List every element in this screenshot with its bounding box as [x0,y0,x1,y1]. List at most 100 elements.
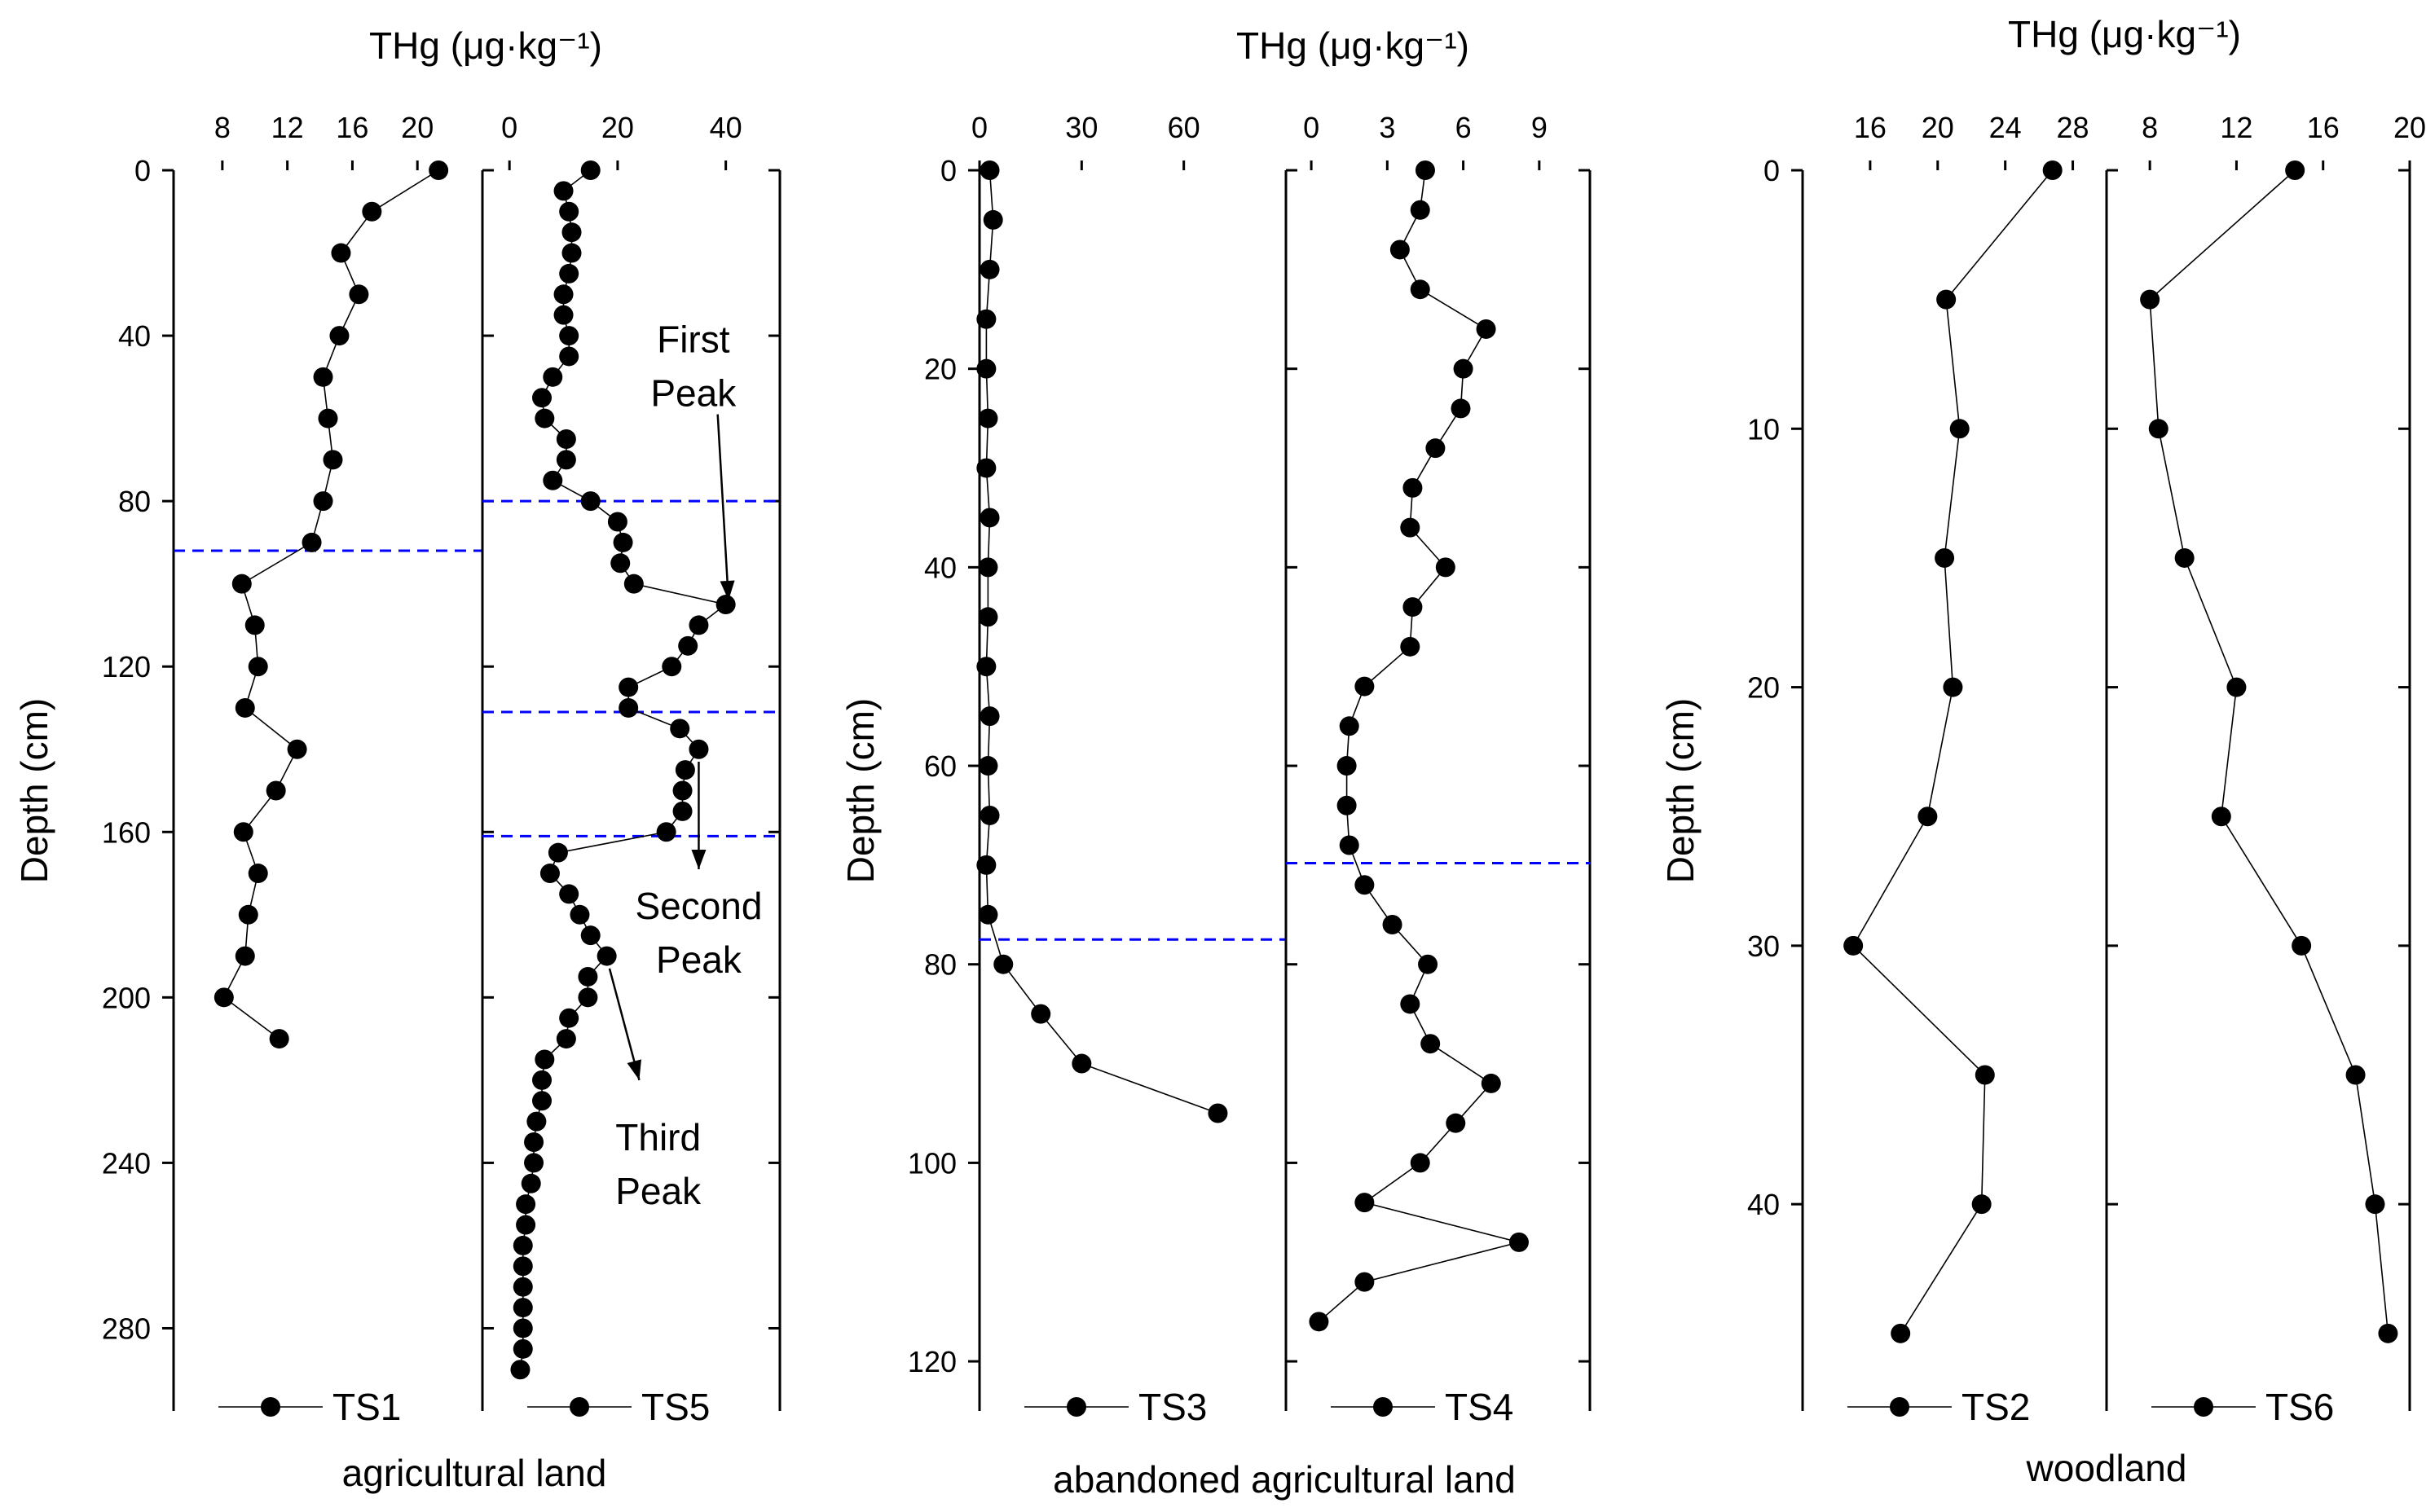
data-point [1309,1312,1329,1332]
data-point [329,326,350,346]
data-point [1410,279,1430,300]
data-point [1420,1034,1441,1054]
data-point [1072,1053,1092,1074]
data-point [980,706,1000,727]
data-point [678,635,698,656]
data-point [516,1194,536,1215]
x-tick-label: 16 [336,111,368,144]
data-point [1481,1073,1501,1093]
data-point [559,884,579,904]
data-point [1917,807,1938,827]
data-point [331,243,351,263]
annotation-text: First [657,318,730,360]
x-tick-label: 12 [271,111,304,144]
x-tick-label: 40 [710,111,742,144]
data-point [978,557,998,578]
chart-group-woodland: woodland Depth (cm) 16 20 24 28 0 10 20 30 40 TS2 TH… [1659,13,2426,1489]
data-point [980,259,1000,279]
annotation-text: Peak [615,1170,702,1212]
data-point [532,1070,552,1090]
data-point [689,739,709,759]
data-point [532,1091,552,1111]
data-point [556,1029,576,1049]
data-point [976,358,997,379]
data-point [238,904,258,925]
x-axis-title: THg (μg·kg⁻¹) [2008,13,2241,55]
data-point [1031,1004,1051,1024]
x-tick-label: 16 [1854,111,1887,144]
y-tick-label: 200 [102,981,151,1014]
legend-ts2: TS2 [1847,1386,2030,1428]
data-point [1354,875,1375,895]
legend-marker [570,1397,589,1417]
data-point [980,508,1000,528]
data-point [556,450,576,470]
data-point [535,1049,555,1070]
x-tick-label: 20 [601,111,634,144]
legend-ts3: TS3 [1024,1386,1207,1428]
data-point [2042,160,2063,180]
data-point [1415,160,1435,180]
legend-label: TS6 [2265,1386,2334,1428]
data-point [980,160,1000,180]
data-point [1339,716,1359,736]
data-point [1508,1232,1529,1252]
data-point [556,429,576,449]
data-point [543,367,563,387]
annotation-text: Third [615,1116,701,1158]
data-point [976,855,997,875]
data-point [553,284,574,305]
data-point [672,780,693,801]
data-point [2365,1194,2385,1215]
legend-marker [1890,1397,1909,1417]
data-point [1336,795,1357,815]
y-tick-label: 120 [102,650,151,683]
data-point [1843,935,1864,956]
data-point [559,1008,579,1028]
x-tick-label: 9 [1531,111,1548,144]
data-point [302,532,322,552]
x-tick-label: 28 [2057,111,2089,144]
annotation-second-peak: Second Peak [635,761,762,981]
data-point [1949,419,1970,439]
annotation-first-peak: First Peak [650,318,737,601]
data-point [619,697,639,718]
data-point [323,450,343,470]
data-point [559,326,579,346]
y-tick-label: 30 [1747,930,1780,963]
data-point [1446,1113,1466,1133]
data-point [235,697,255,718]
data-point [1208,1103,1228,1123]
data-point [362,201,382,222]
data-point [559,263,579,284]
data-point [524,1153,544,1173]
data-point [2345,1065,2366,1085]
y-tick-label: 60 [924,749,957,783]
data-point [570,904,590,925]
panel-ts4: 0 3 6 9 TS4 [1284,111,1592,1428]
data-point [1354,676,1375,697]
data-point [287,739,307,759]
data-point [539,864,560,884]
data-point [1400,517,1420,538]
data-point [513,1338,533,1359]
data-point [980,805,1000,825]
series-line-ts6 [2149,169,2389,1334]
data-point [313,367,333,387]
legend-ts6: TS6 [2151,1386,2334,1428]
data-point [2378,1323,2398,1343]
series-line-ts3 [985,169,1218,1114]
data-point [610,553,631,574]
data-point [1943,677,1963,697]
data-point [513,1235,533,1255]
data-point [2285,160,2305,180]
y-tick-label: 40 [118,319,151,353]
data-point [578,987,598,1008]
data-point [1389,240,1410,260]
data-point [266,780,286,801]
annotation-arrow-head [720,580,735,600]
data-point [231,574,252,594]
data-point [623,574,644,594]
data-point [1453,358,1473,379]
y-axis-title: Depth (cm) [13,698,55,883]
